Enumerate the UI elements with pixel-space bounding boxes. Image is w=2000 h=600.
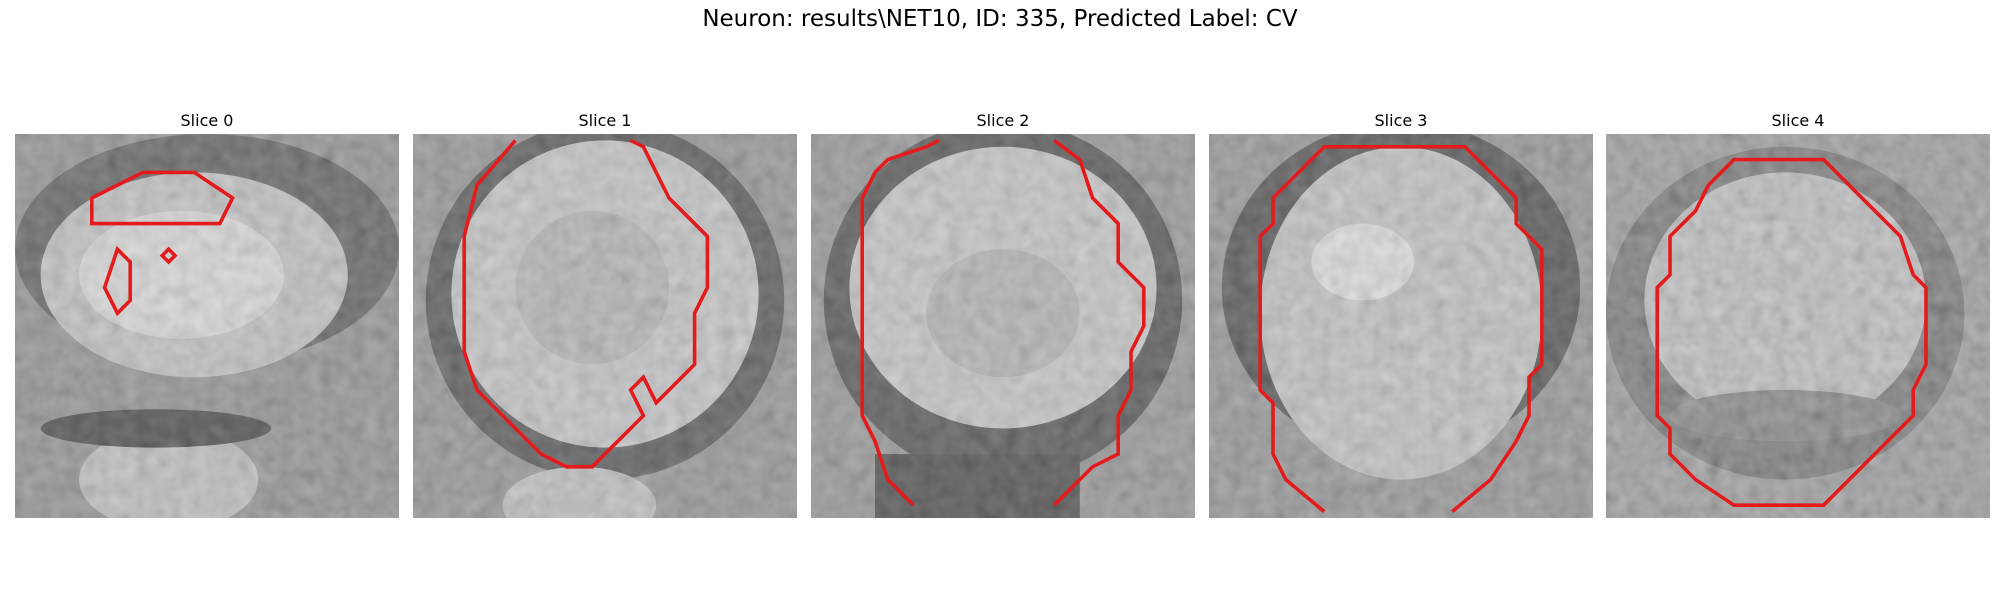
slice-image-4	[1606, 134, 1990, 518]
slice-title-1: Slice 1	[578, 111, 632, 130]
slice-title-3: Slice 3	[1374, 111, 1428, 130]
slice-panel-4: Slice 4	[1606, 108, 1990, 518]
slice-image-0	[15, 134, 399, 518]
slice-contour-0	[90, 170, 235, 226]
slice-title-4: Slice 4	[1771, 111, 1825, 130]
slice-panel-0: Slice 0	[15, 108, 399, 518]
slice-contour-3	[1258, 145, 1544, 513]
slice-contour-4	[1655, 157, 1928, 507]
slice-panel-3: Slice 3	[1209, 108, 1593, 518]
slice-contour-2	[860, 138, 940, 507]
slice-panel-1: Slice 1	[413, 108, 797, 518]
slice-image-1	[413, 134, 797, 518]
slice-title-2: Slice 2	[976, 111, 1030, 130]
slice-image-2	[811, 134, 1195, 518]
slice-title-0: Slice 0	[180, 111, 234, 130]
figure-title: Neuron: results\NET10, ID: 335, Predicte…	[702, 6, 1298, 32]
slice-contour-1	[462, 138, 710, 469]
slice-image-3	[1209, 134, 1593, 518]
slice-panel-2: Slice 2	[811, 108, 1195, 518]
